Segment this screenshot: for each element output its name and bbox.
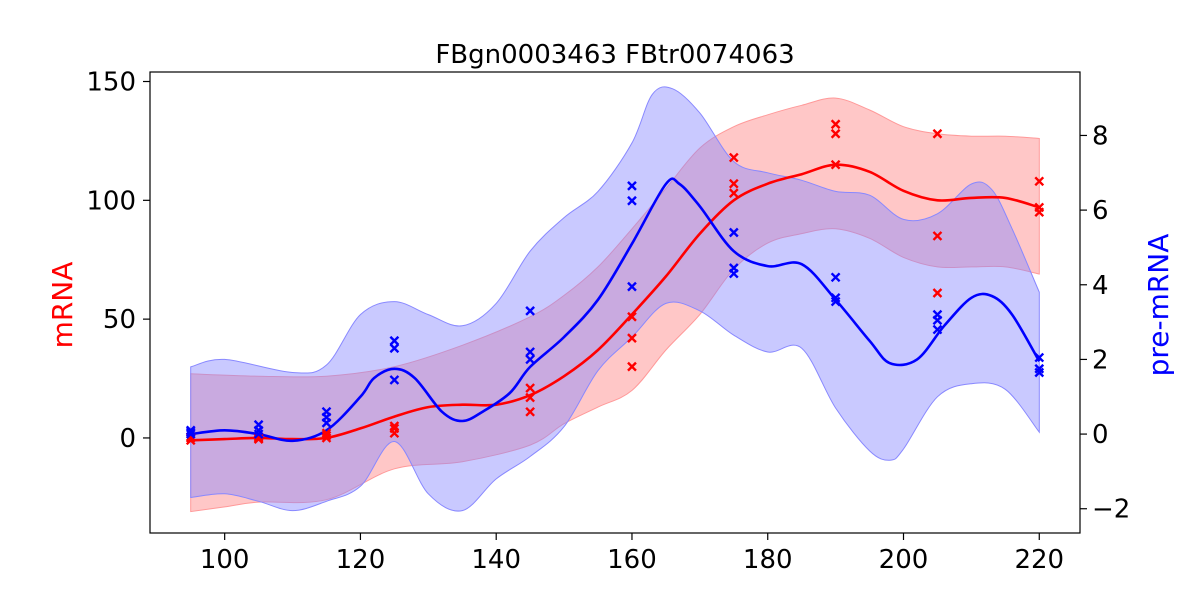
data-point-premrna xyxy=(525,306,535,316)
x-tick-label: 120 xyxy=(336,545,386,575)
data-point-premrna xyxy=(728,227,739,238)
data-point-mrna xyxy=(932,231,943,241)
data-point-premrna xyxy=(185,427,196,438)
data-point-mrna xyxy=(627,361,637,372)
data-point-premrna xyxy=(321,406,332,417)
data-point-mrna xyxy=(1034,202,1045,213)
y-right-tick-label: 8 xyxy=(1092,121,1109,151)
data-point-premrna xyxy=(728,263,739,273)
data-point-mrna xyxy=(728,152,739,163)
y-left-tick-label: 50 xyxy=(103,305,136,335)
plot-frame xyxy=(149,71,1081,534)
data-points xyxy=(185,119,1045,446)
x-tick-label: 140 xyxy=(471,545,521,575)
data-point-mrna xyxy=(1034,176,1045,187)
y-right-tick-label: 0 xyxy=(1092,420,1109,450)
data-point-mrna xyxy=(525,392,535,403)
data-point-mrna xyxy=(830,128,841,139)
x-tick-label: 180 xyxy=(743,545,793,575)
y-left-tick-label: 100 xyxy=(86,186,136,216)
y-right-tick-label: 6 xyxy=(1092,196,1109,226)
data-point-mrna xyxy=(389,423,400,434)
data-point-premrna xyxy=(1034,352,1045,363)
data-point-mrna xyxy=(728,188,739,199)
y-axis-label-left: mRNA xyxy=(46,262,79,349)
chart-title: FBgn0003463 FBtr0074063 xyxy=(435,40,794,70)
x-axis: 100 120 140 160 180 200 220 xyxy=(200,533,1064,575)
data-point-mrna xyxy=(932,288,943,298)
data-point-premrna xyxy=(932,324,943,335)
data-point-premrna xyxy=(627,281,637,292)
y-left-tick-label: 0 xyxy=(119,424,136,454)
data-point-premrna xyxy=(525,354,535,365)
data-point-mrna xyxy=(627,311,637,322)
data-point-mrna xyxy=(830,159,841,170)
confidence-band-premrna xyxy=(190,86,1040,512)
data-point-premrna xyxy=(627,181,637,191)
y-right-tick-label: 2 xyxy=(1092,345,1109,375)
x-tick-label: 100 xyxy=(200,545,250,575)
y-right-tick-label: −2 xyxy=(1092,495,1130,525)
data-point-mrna xyxy=(728,178,739,189)
confidence-bands xyxy=(190,86,1040,513)
data-point-mrna xyxy=(525,383,535,393)
data-point-mrna xyxy=(627,333,637,343)
data-point-premrna xyxy=(627,195,637,206)
data-point-premrna xyxy=(1034,363,1045,374)
y-axis-label-right: pre-mRNA xyxy=(1142,234,1175,377)
mean-line-premrna xyxy=(190,177,1041,443)
data-point-mrna xyxy=(321,430,332,441)
data-point-mrna xyxy=(932,128,943,139)
x-tick-label: 220 xyxy=(1014,545,1064,575)
data-point-mrna xyxy=(525,406,535,417)
data-point-premrna xyxy=(830,272,841,283)
data-point-premrna xyxy=(389,375,400,385)
y-axis-left: 0 50 100 150 xyxy=(86,68,150,454)
y-right-tick-label: 4 xyxy=(1092,271,1109,301)
data-point-premrna xyxy=(389,335,400,346)
data-point-premrna xyxy=(932,309,943,320)
data-point-premrna xyxy=(389,343,400,354)
y-axis-right: −2 0 2 4 6 8 xyxy=(1080,121,1130,525)
data-point-mrna xyxy=(321,428,332,439)
x-tick-label: 200 xyxy=(879,545,929,575)
data-point-mrna xyxy=(389,421,400,431)
data-point-premrna xyxy=(830,292,841,303)
data-point-premrna xyxy=(185,425,196,436)
x-tick-label: 160 xyxy=(607,545,657,575)
confidence-band-mrna xyxy=(190,97,1040,513)
data-point-premrna xyxy=(253,419,264,430)
y-left-tick-label: 150 xyxy=(86,68,136,98)
data-point-premrna xyxy=(525,347,535,357)
data-point-mrna xyxy=(830,119,841,130)
